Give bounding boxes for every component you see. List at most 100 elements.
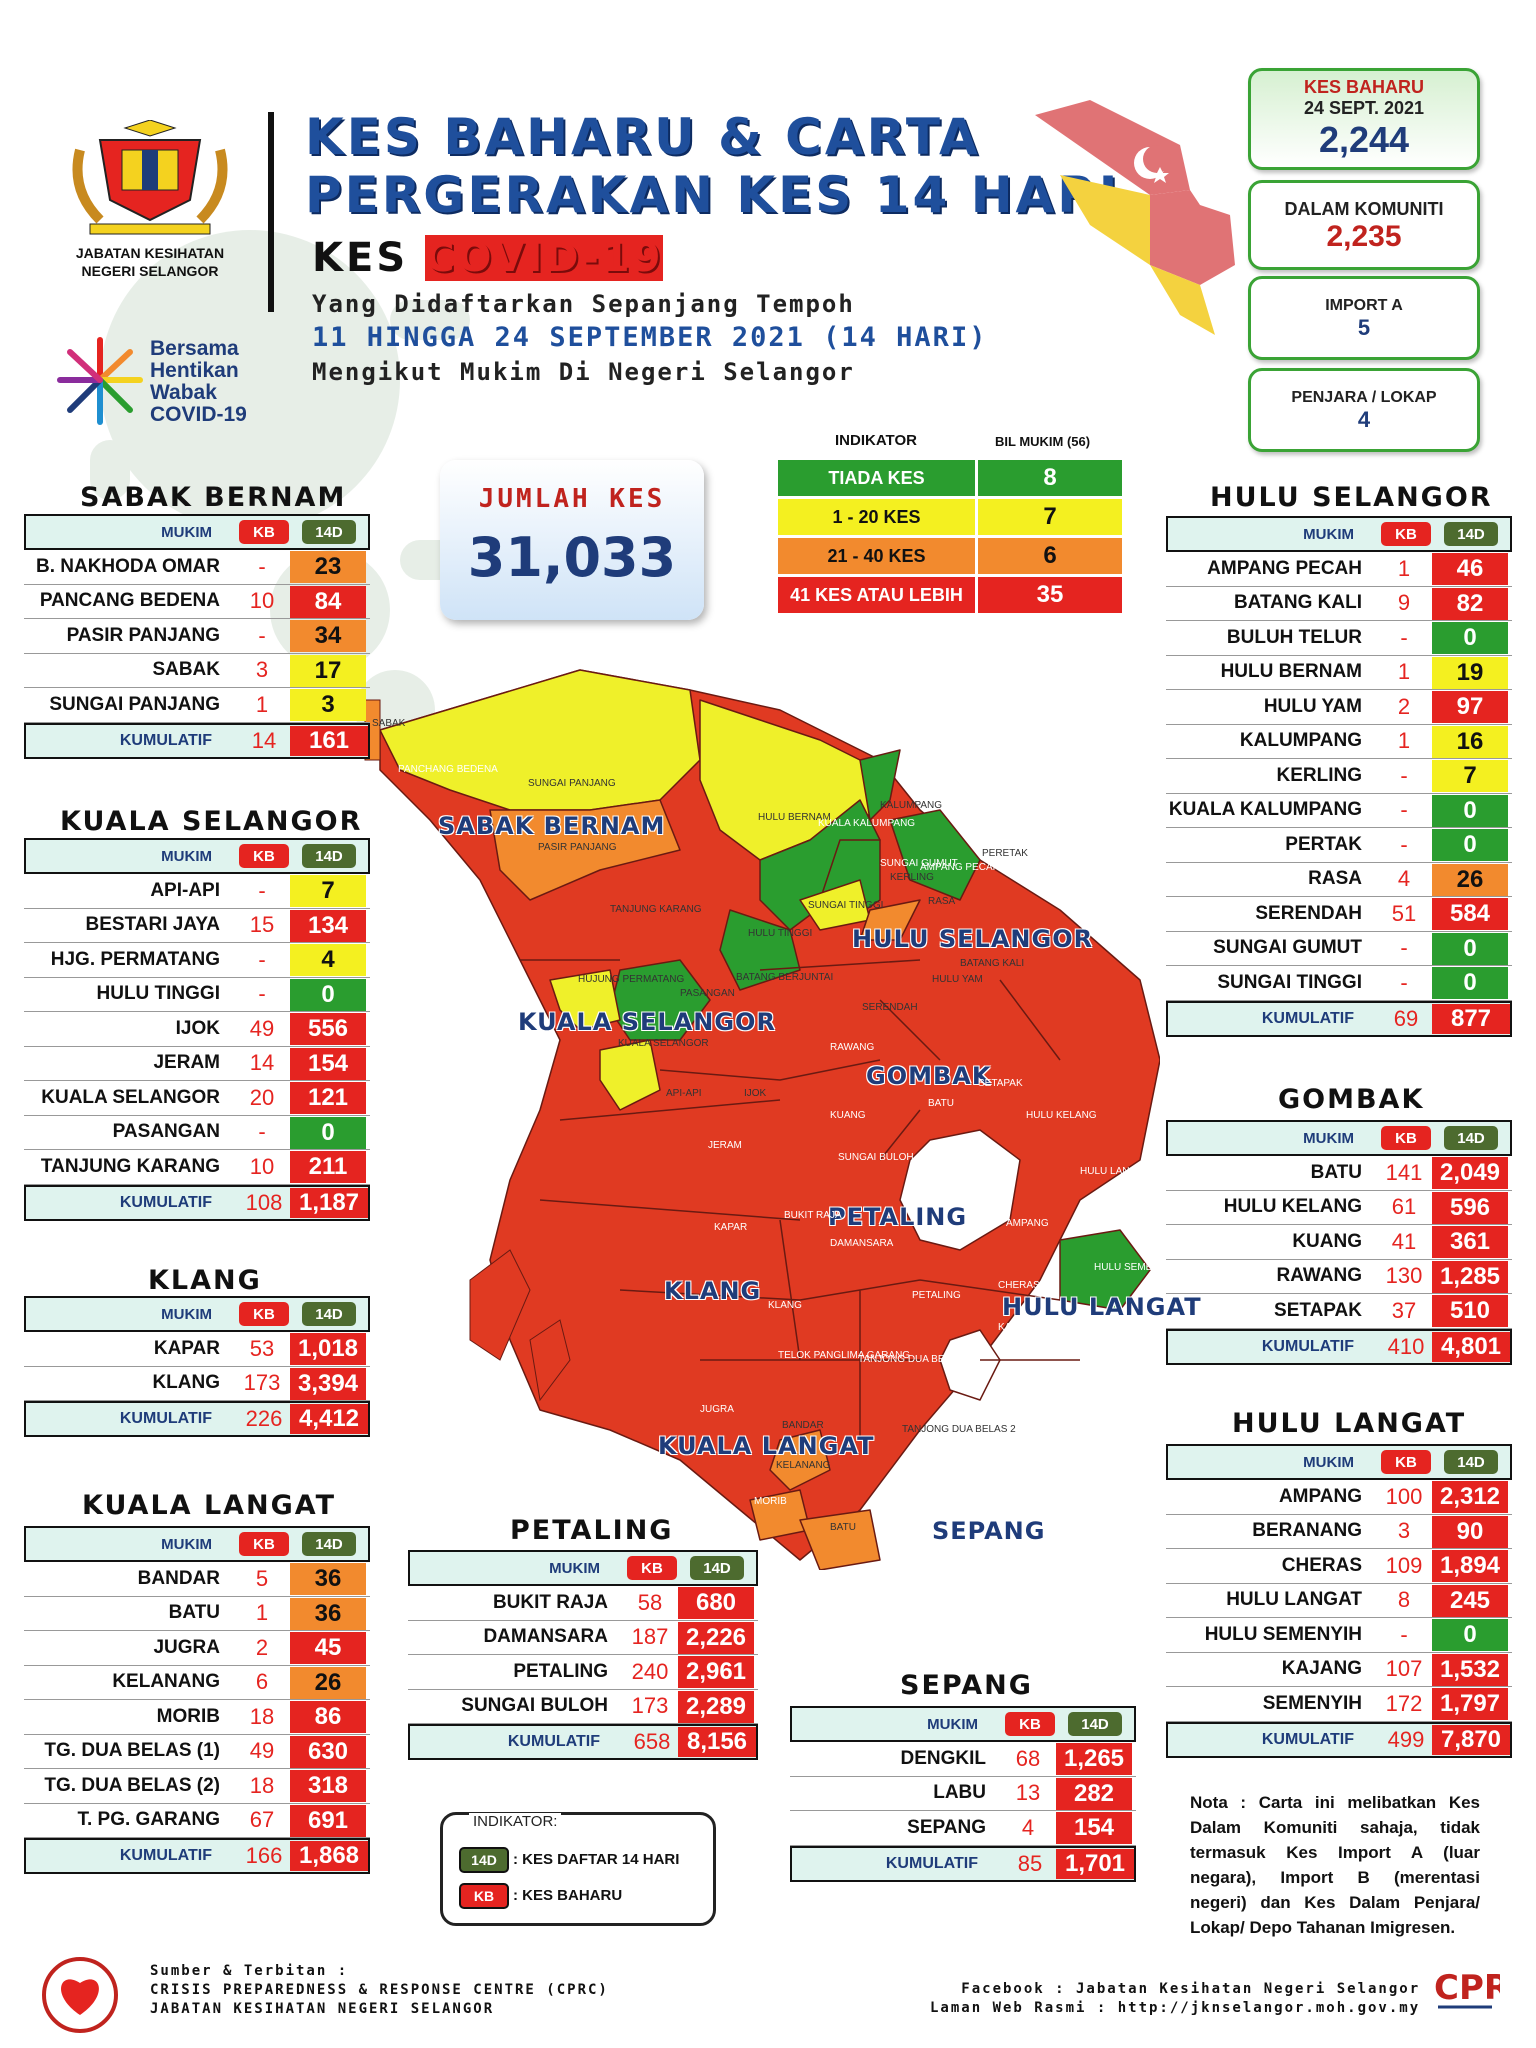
table-row: SERENDAH 51 584 (1166, 897, 1512, 932)
kb-value: 18 (249, 1703, 275, 1729)
d14-value: 23 (290, 551, 366, 583)
kb-value: 15 (249, 912, 275, 938)
kumulatif-kb: 69 (1393, 1005, 1419, 1031)
mukim-name: SERENDAH (1255, 902, 1362, 924)
table-row: RAWANG 130 1,285 (1166, 1260, 1512, 1294)
table-row: IJOK 49 556 (24, 1012, 370, 1047)
d14-value: 86 (290, 1701, 366, 1733)
kb-value: - (1400, 831, 1408, 857)
kb-value: - (258, 622, 266, 648)
kumulatif-label: KUMULATIF (507, 1733, 600, 1750)
indicator-label: 1 - 20 KES (778, 499, 978, 535)
table-header: MUKIM KB 14D (790, 1706, 1136, 1742)
kb-value: 68 (1015, 1745, 1041, 1771)
mukim-name: KAPAR (153, 1337, 220, 1359)
map-mukim-label: TANJONG DUA BELAS 2 (902, 1424, 1016, 1435)
table-row: SABAK 3 17 (24, 654, 370, 688)
komuniti-value: 2,235 (1326, 220, 1402, 253)
penjara-value: 4 (1357, 407, 1371, 432)
jumlah-kes-box: JUMLAH KES 31,033 (440, 460, 704, 620)
map-region-hjg-permatang (549, 969, 621, 1031)
map-region-rasa (859, 899, 921, 941)
map-mukim-label: HULU LANGAT (1080, 1166, 1150, 1177)
indicator-col2-header: BIL MUKIM (56) (995, 434, 1091, 449)
indicator-label: 21 - 40 KES (778, 538, 978, 574)
kumulatif-d14: 7,870 (1432, 1724, 1510, 1755)
covid-word: COVID-19 (425, 235, 664, 281)
mukim-name: KALUMPANG (1239, 730, 1362, 752)
map-mukim-label: KERLING (890, 872, 934, 883)
kb-value: 172 (1385, 1690, 1423, 1716)
covid-heading: KES COVID-19 (312, 235, 664, 281)
table-row: PANCANG BEDENA 10 84 (24, 585, 370, 619)
map-mukim-label: HUJUNG PERMATANG (578, 974, 685, 985)
table-row: BERANANG 3 90 (1166, 1515, 1512, 1549)
d14-value: 46 (1432, 553, 1508, 585)
table-header: MUKIM KB 14D (408, 1550, 758, 1586)
mukim-name: BANDAR (137, 1567, 220, 1589)
map-mukim-label: TANJUNG KARANG (610, 904, 702, 915)
map-mukim-label: JERAM (708, 1140, 742, 1151)
d14-value: 34 (290, 620, 366, 652)
kb-value: 3 (1397, 1518, 1411, 1544)
kb-value: 49 (249, 1738, 275, 1764)
mukim-name: AMPANG (1278, 1485, 1362, 1507)
map-mukim-label: SABAK (372, 718, 406, 729)
kb-value: 107 (1385, 1656, 1423, 1682)
kb-value: 20 (249, 1084, 275, 1110)
map-mukim-label: KELANANG (776, 1460, 831, 1471)
map-island-2 (529, 1319, 571, 1402)
kb-value: 51 (1391, 900, 1417, 926)
table-row: SUNGAI TINGGI -0 (1166, 966, 1512, 1001)
map-mukim-label: TELOK PANGLIMA GARANG (778, 1350, 911, 1361)
table-row: HJG. PERMATANG -4 (24, 943, 370, 978)
import-box: IMPORT A 5 (1248, 276, 1480, 360)
indicator-count: 7 (1043, 503, 1057, 530)
footer-source: Sumber & Terbitan : CRISIS PREPAREDNESS … (150, 1962, 609, 2019)
d14-value: 0 (1432, 622, 1508, 654)
legend-kb-desc: : KES BAHARU (513, 1887, 623, 1904)
d14-value: 154 (1056, 1812, 1132, 1844)
d14-value: 26 (1432, 863, 1508, 896)
map-mukim-label: JUGRA (700, 1404, 734, 1415)
kb-value: - (1400, 624, 1408, 650)
table-row: KLANG 173 3,394 (24, 1367, 370, 1401)
mukim-name: DAMANSARA (483, 1626, 608, 1648)
kb-value: 1 (1397, 659, 1411, 685)
d14-value: 121 (290, 1082, 366, 1114)
table-row: BULUH TELUR -0 (1166, 621, 1512, 656)
svg-text:CPR: CPR (1434, 1968, 1500, 2008)
d14-value: 2,226 (678, 1621, 754, 1654)
mukim-name: PERTAK (1285, 833, 1362, 855)
health-ministry-logo-icon (42, 1957, 118, 2033)
map-mukim-label: API-API (666, 1088, 702, 1099)
kumulatif-d14: 1,701 (1056, 1848, 1134, 1879)
header-14d-badge: 14D (1068, 1712, 1122, 1736)
mukim-name: HULU KELANG (1223, 1196, 1362, 1218)
indicator-row: 21 - 40 KES 6 (778, 536, 1122, 574)
table-row: BATANG KALI 9 82 (1166, 587, 1512, 621)
table-row: KUANG 41 361 (1166, 1225, 1512, 1260)
table-row: KELANANG 6 26 (24, 1666, 370, 1700)
kumulatif-row: KUMULATIF 226 4,412 (24, 1401, 370, 1437)
kb-value: 5 (255, 1565, 269, 1591)
kb-value: 14 (249, 1050, 275, 1076)
kumulatif-row: KUMULATIF 85 1,701 (790, 1845, 1136, 1882)
indicator-row: TIADA KES 8 (778, 458, 1122, 496)
header-14d-badge: 14D (302, 844, 356, 868)
mukim-name: JERAM (153, 1052, 220, 1074)
header-14d-badge: 14D (302, 520, 356, 544)
footer-website: Laman Web Rasmi : http://jknselangor.moh… (930, 2000, 1421, 2016)
table-row: BESTARI JAYA 15 134 (24, 909, 370, 943)
kumulatif-label: KUMULATIF (119, 1193, 212, 1211)
import-value: 5 (1357, 315, 1371, 340)
kb-value: 10 (249, 1153, 275, 1179)
kumulatif-d14: 8,156 (678, 1727, 756, 1757)
table-title-sepang: SEPANG (900, 1670, 1033, 1701)
map-mukim-label: SUNGAI BULOH (838, 1152, 914, 1163)
kumulatif-label: KUMULATIF (885, 1854, 978, 1872)
map-label-petaling: PETALING (828, 1203, 968, 1231)
d14-value: 245 (1432, 1584, 1508, 1617)
mukim-name: HULU TINGGI (96, 983, 221, 1005)
table-row: SEPANG 4 154 (790, 1811, 1136, 1846)
